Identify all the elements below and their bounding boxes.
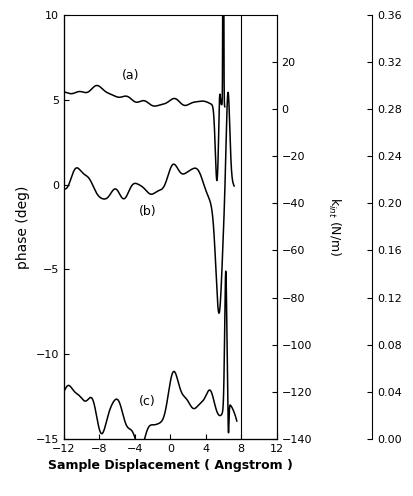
Text: (a): (a) — [121, 69, 139, 82]
Y-axis label: phase (deg): phase (deg) — [16, 185, 30, 269]
Text: (c): (c) — [139, 395, 156, 408]
X-axis label: Sample Displacement ( Angstrom ): Sample Displacement ( Angstrom ) — [48, 459, 293, 472]
Text: (b): (b) — [139, 205, 157, 218]
Y-axis label: k$_{int}$ (N/m): k$_{int}$ (N/m) — [326, 197, 342, 256]
